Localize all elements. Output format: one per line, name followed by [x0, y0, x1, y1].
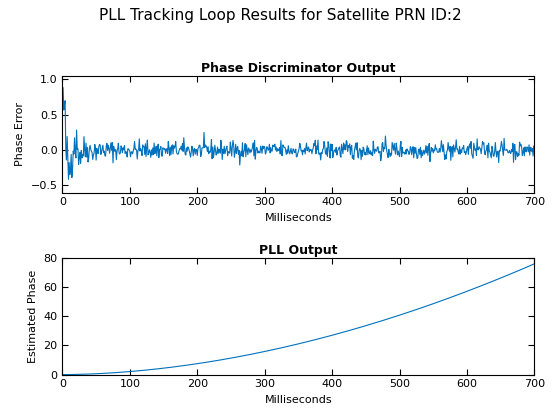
- X-axis label: Milliseconds: Milliseconds: [265, 213, 332, 223]
- Y-axis label: Phase Error: Phase Error: [15, 102, 25, 166]
- Title: Phase Discriminator Output: Phase Discriminator Output: [201, 62, 396, 75]
- X-axis label: Milliseconds: Milliseconds: [265, 395, 332, 405]
- Y-axis label: Estimated Phase: Estimated Phase: [28, 270, 38, 363]
- Text: PLL Tracking Loop Results for Satellite PRN ID:2: PLL Tracking Loop Results for Satellite …: [99, 8, 461, 24]
- Title: PLL Output: PLL Output: [259, 244, 338, 257]
